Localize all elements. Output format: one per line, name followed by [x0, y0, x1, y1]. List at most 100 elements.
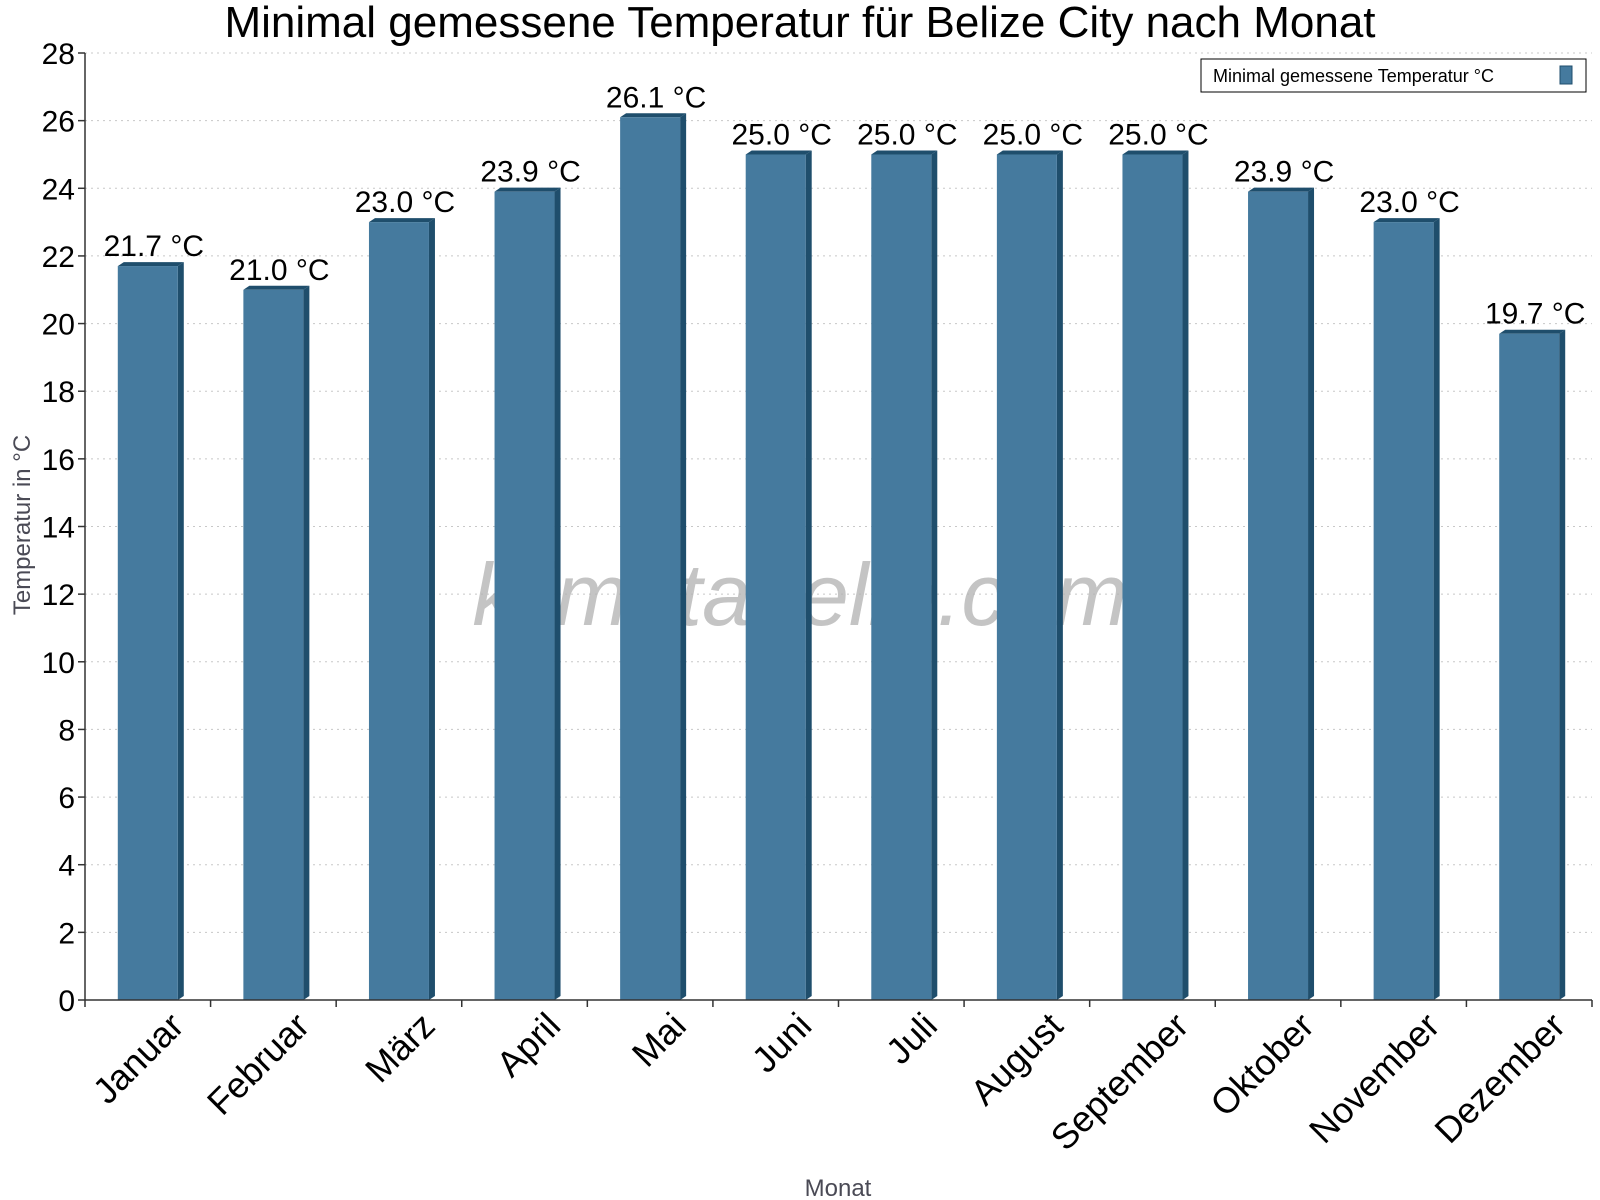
- y-tick-label: 0: [58, 985, 75, 1018]
- bar-front: [243, 289, 304, 1000]
- y-tick-label: 18: [42, 376, 75, 409]
- bar-top: [871, 150, 938, 155]
- bar-top: [996, 150, 1063, 155]
- bar-side: [1182, 150, 1189, 1000]
- bar-top: [620, 113, 687, 118]
- bar-top: [117, 262, 184, 267]
- x-tick-label: Juni: [744, 1005, 820, 1081]
- y-axis-title: Temperatur in °C: [9, 435, 36, 615]
- y-tick-label: 28: [42, 38, 75, 71]
- y-tick-label: 14: [42, 512, 75, 545]
- bar-top: [494, 187, 561, 192]
- bar-top: [1248, 187, 1315, 192]
- y-tick-label: 10: [42, 647, 75, 680]
- bar-top: [1499, 329, 1566, 334]
- bar: [368, 218, 435, 1000]
- legend: Minimal gemessene Temperatur °C: [1200, 58, 1587, 93]
- bar-side: [303, 285, 310, 1000]
- x-tick-label: Januar: [85, 1005, 192, 1112]
- bar: [871, 150, 938, 1000]
- x-tick-label: März: [357, 1005, 443, 1091]
- bar-side: [1308, 187, 1315, 1001]
- bar-front: [1122, 154, 1183, 1000]
- data-label: 25.0 °C: [1108, 118, 1208, 151]
- bar: [494, 187, 561, 1001]
- data-label: 25.0 °C: [983, 118, 1083, 151]
- bar-side: [1559, 329, 1566, 1000]
- legend-label: Minimal gemessene Temperatur °C: [1213, 66, 1494, 86]
- y-tick-label: 26: [42, 106, 75, 139]
- data-label: 25.0 °C: [857, 118, 957, 151]
- data-label: 23.9 °C: [480, 156, 580, 189]
- bar: [1122, 150, 1189, 1000]
- bar-side: [177, 262, 184, 1000]
- data-label: 25.0 °C: [732, 118, 832, 151]
- bar: [243, 285, 310, 1000]
- y-tick-label: 8: [58, 714, 75, 747]
- bar: [620, 113, 687, 1000]
- bar-front: [368, 222, 429, 1000]
- x-tick-label: September: [1043, 1005, 1197, 1159]
- bar-side: [554, 187, 561, 1001]
- data-label: 23.9 °C: [1234, 156, 1334, 189]
- chart-title: Minimal gemessene Temperatur für Belize …: [224, 0, 1375, 47]
- bar: [1248, 187, 1315, 1001]
- x-tick-label: Dezember: [1426, 1005, 1572, 1151]
- bar-side: [1056, 150, 1063, 1000]
- x-axis-ticks: Januar Februar März April Mai Juni Juli AugustS…: [84, 1000, 1593, 1159]
- bar: [996, 150, 1063, 1000]
- bar-side: [680, 113, 687, 1000]
- x-tick-label: Oktober: [1202, 1005, 1322, 1125]
- y-tick-label: 4: [58, 850, 75, 883]
- bar-front: [1499, 333, 1560, 1000]
- bar: [1499, 329, 1566, 1000]
- y-tick-label: 6: [58, 782, 75, 815]
- grid-lines: [85, 52, 1592, 933]
- x-axis-title: Monat: [805, 1175, 872, 1200]
- bar-side: [428, 218, 435, 1000]
- bar-front: [745, 154, 806, 1000]
- bars: [117, 113, 1566, 1001]
- x-tick-label: April: [488, 1005, 568, 1085]
- bar-front: [117, 266, 178, 1000]
- bar: [745, 150, 812, 1000]
- bar-side: [805, 150, 812, 1000]
- x-tick-label: August: [962, 1005, 1070, 1113]
- x-tick-label: November: [1301, 1005, 1447, 1151]
- bar-top: [745, 150, 812, 155]
- bar-front: [1373, 222, 1434, 1000]
- data-label: 21.7 °C: [104, 230, 204, 263]
- bar: [117, 262, 184, 1000]
- x-tick-label: Mai: [624, 1005, 694, 1075]
- data-label: 23.0 °C: [1359, 186, 1459, 219]
- legend-box: [1200, 58, 1587, 93]
- bar-top: [368, 218, 435, 223]
- data-label: 19.7 °C: [1485, 298, 1585, 331]
- data-labels: 21.7 °C 21.0 °C 23.0 °C 23.9 °C 26.1 °C 25.0 …: [104, 81, 1586, 330]
- bar-front: [1248, 191, 1309, 1001]
- bar-front: [871, 154, 932, 1000]
- data-label: 26.1 °C: [606, 81, 706, 114]
- legend-swatch: [1559, 65, 1573, 85]
- y-tick-label: 2: [58, 917, 75, 950]
- x-tick-label: Februar: [199, 1005, 317, 1123]
- y-tick-label: 24: [42, 173, 75, 206]
- bar-top: [1373, 218, 1440, 223]
- y-tick-label: 22: [42, 241, 75, 274]
- y-tick-label: 12: [42, 579, 75, 612]
- data-label: 21.0 °C: [229, 254, 329, 287]
- x-tick-label: Juli: [878, 1005, 945, 1072]
- bar: [1373, 218, 1440, 1000]
- data-label: 23.0 °C: [355, 186, 455, 219]
- bar-front: [996, 154, 1057, 1000]
- bar-side: [1433, 218, 1440, 1000]
- bar-side: [931, 150, 938, 1000]
- bar-top: [1122, 150, 1189, 155]
- bar-top: [243, 285, 310, 290]
- y-tick-label: 16: [42, 444, 75, 477]
- y-tick-label: 20: [42, 309, 75, 342]
- bar-front: [620, 117, 681, 1000]
- bar-front: [494, 191, 555, 1001]
